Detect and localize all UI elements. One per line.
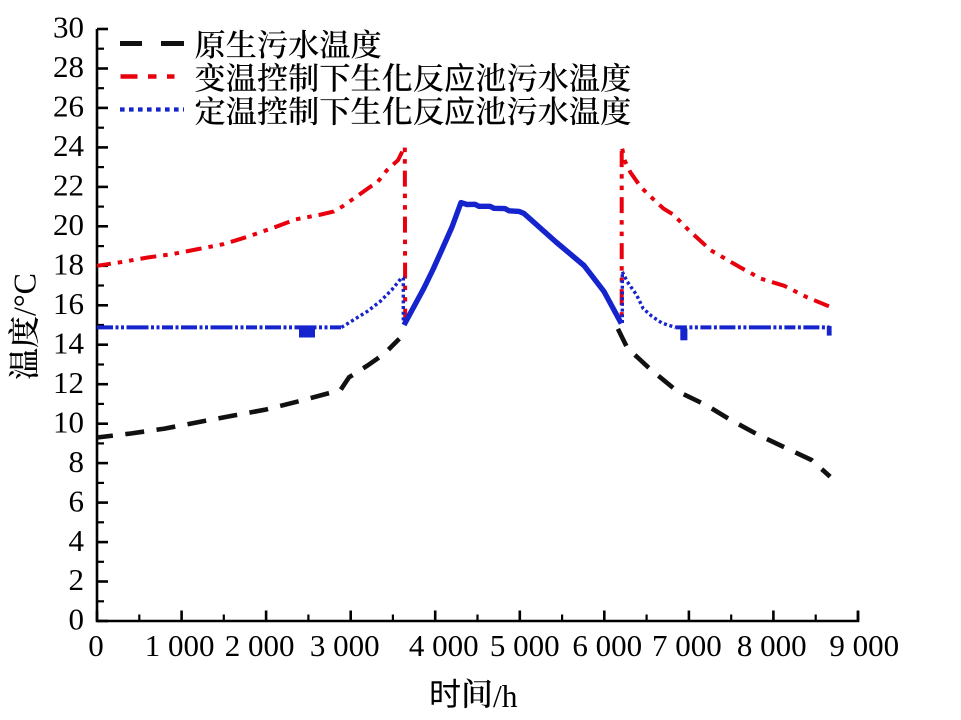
svg-text:/h: /h: [493, 679, 518, 714]
svg-text:18: 18: [53, 247, 84, 282]
svg-text:0: 0: [88, 628, 104, 663]
svg-text:6 000: 6 000: [572, 628, 642, 663]
svg-text:5 000: 5 000: [490, 628, 560, 663]
svg-text:24: 24: [53, 128, 85, 163]
svg-text:4 000: 4 000: [409, 628, 479, 663]
svg-text:30: 30: [53, 10, 84, 45]
svg-text:6: 6: [69, 483, 85, 518]
svg-text:8 000: 8 000: [737, 628, 807, 663]
svg-text:2 000: 2 000: [225, 628, 295, 663]
svg-text:12: 12: [53, 365, 84, 400]
svg-text:4: 4: [69, 523, 85, 558]
svg-text:8: 8: [69, 444, 85, 479]
svg-text:2: 2: [69, 562, 85, 597]
svg-text:16: 16: [53, 286, 84, 321]
svg-text:1 000: 1 000: [145, 628, 215, 663]
svg-text:7 000: 7 000: [652, 628, 722, 663]
svg-text:0: 0: [69, 602, 85, 637]
svg-text:3 000: 3 000: [310, 628, 380, 663]
svg-text:10: 10: [53, 404, 84, 439]
svg-text:20: 20: [53, 207, 84, 242]
svg-text:/°C: /°C: [7, 273, 43, 316]
svg-text:22: 22: [53, 168, 84, 203]
svg-text:14: 14: [53, 325, 85, 360]
svg-text:26: 26: [53, 89, 84, 124]
svg-text:28: 28: [53, 49, 84, 84]
svg-text:9 000: 9 000: [829, 628, 899, 663]
